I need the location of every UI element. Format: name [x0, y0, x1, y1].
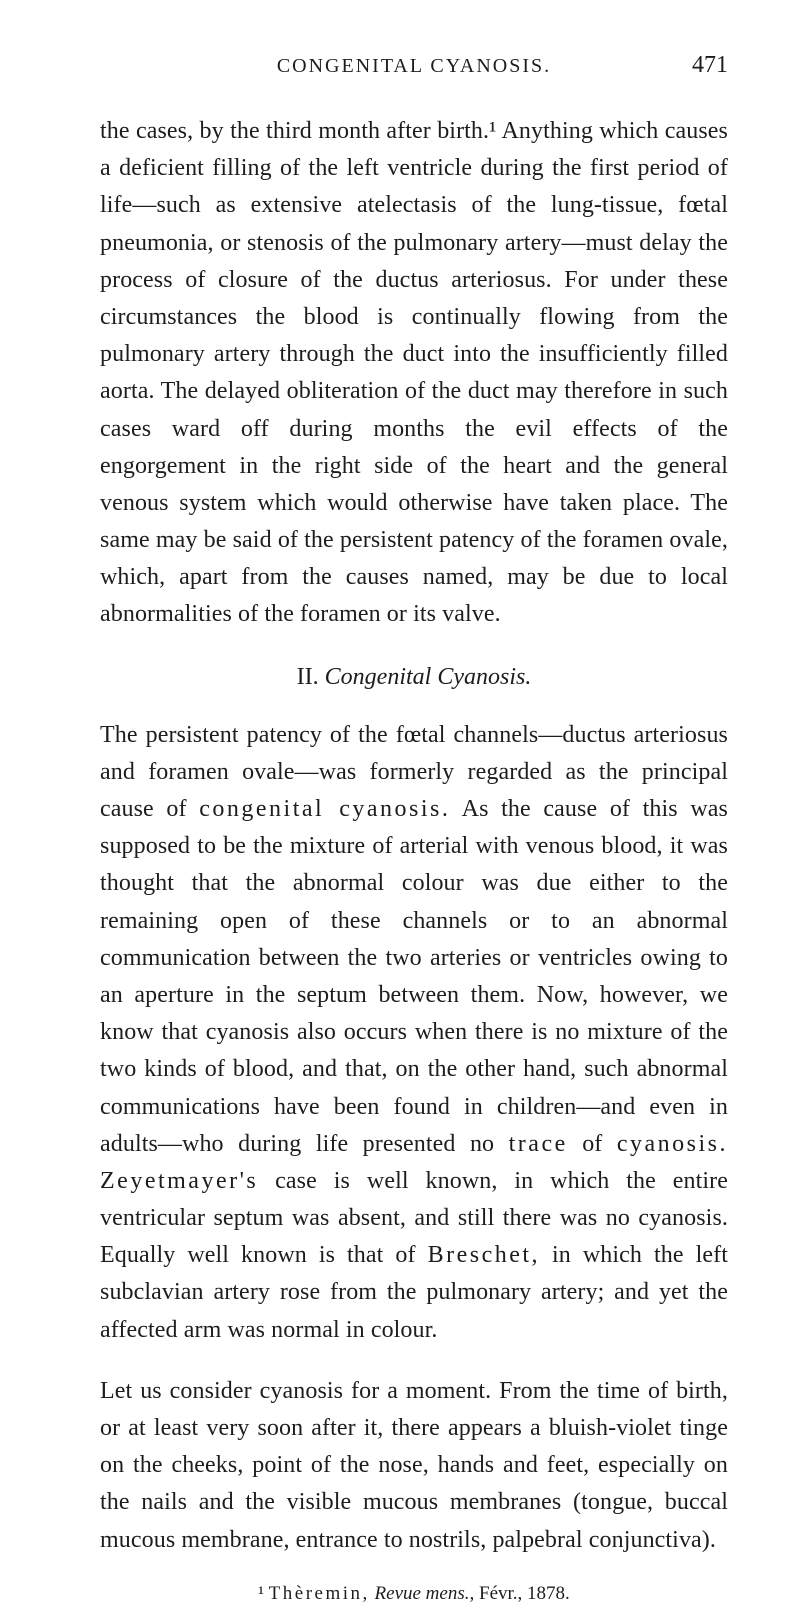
name-zeyetmayer: Zeyetmayer's — [100, 1168, 258, 1194]
term-congenital-cyanosis: congenital cyanosis. — [199, 796, 450, 822]
footnote-author: Thèremin, — [269, 1583, 370, 1604]
para2-text-c: of — [568, 1131, 617, 1157]
name-breschet: Breschet, — [428, 1242, 540, 1268]
footnote-rest: Févr., 1878. — [474, 1583, 570, 1604]
section-title: Congenital Cyanosis. — [325, 664, 532, 690]
page: CONGENITAL CYANOSIS. 471 the cases, by t… — [0, 0, 800, 1305]
page-header: CONGENITAL CYANOSIS. 471 — [100, 52, 728, 79]
term-trace: trace — [509, 1131, 568, 1157]
term-cyanosis: cyanosis. — [617, 1131, 728, 1157]
paragraph-2: The persistent patency of the fœtal chan… — [100, 717, 728, 1349]
footnote-marker: ¹ — [258, 1583, 268, 1604]
para2-text-b: As the cause of this was supposed to be … — [100, 796, 728, 1157]
page-number: 471 — [668, 52, 728, 79]
section-number: II. — [297, 664, 319, 690]
paragraph-3: Let us consider cyanosis for a moment. F… — [100, 1373, 728, 1559]
paragraph-1: the cases, by the third month after birt… — [100, 113, 728, 634]
footnote: ¹ Thèremin, Revue mens., Févr., 1878. — [100, 1583, 728, 1605]
section-heading: II. Congenital Cyanosis. — [100, 664, 728, 691]
footnote-title: Revue mens., — [375, 1583, 475, 1604]
running-head: CONGENITAL CYANOSIS. — [160, 55, 668, 78]
